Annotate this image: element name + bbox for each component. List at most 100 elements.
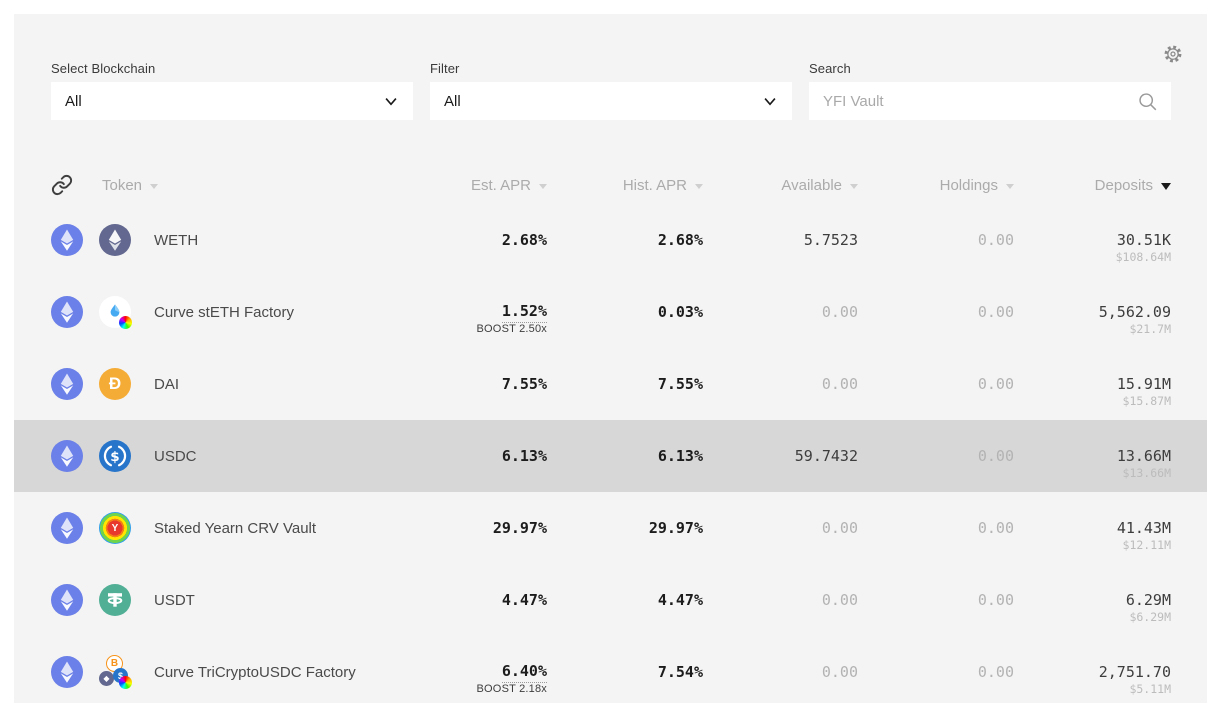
usdc-token-icon: $ bbox=[99, 440, 131, 472]
token-cell: $ USDC bbox=[51, 440, 427, 472]
search-field[interactable] bbox=[809, 82, 1171, 120]
holdings-value: 0.00 bbox=[977, 303, 1014, 321]
token-name: Curve TriCryptoUSDC Factory bbox=[154, 663, 356, 681]
sort-arrow-icon bbox=[1006, 183, 1014, 189]
token-name: USDT bbox=[154, 591, 195, 609]
deposits-usd-value: $5.11M bbox=[1129, 682, 1171, 696]
deposits-cell: 13.66M $13.66M bbox=[1014, 447, 1171, 480]
est-apr-cell: 1.52% BOOST 2.50x bbox=[427, 302, 547, 335]
deposits-cell: 6.29M $6.29M bbox=[1014, 591, 1171, 624]
column-header-available[interactable]: Available bbox=[703, 177, 858, 194]
vault-row-usdc[interactable]: $ USDC 6.13% 6.13% 59.7432 0.00 13.66M $… bbox=[14, 420, 1207, 492]
holdings-value: 0.00 bbox=[977, 375, 1014, 393]
svg-text:$: $ bbox=[110, 449, 119, 465]
ethereum-chain-icon bbox=[51, 656, 83, 688]
available-value: 0.00 bbox=[821, 663, 858, 681]
deposits-usd-value: $12.11M bbox=[1122, 538, 1171, 552]
vault-row-dai[interactable]: Đ DAI 7.55% 7.55% 0.00 0.00 15.91M $15.8… bbox=[14, 348, 1207, 420]
deposits-cell: 41.43M $12.11M bbox=[1014, 519, 1171, 552]
est-apr-value: 6.40% bbox=[501, 662, 547, 683]
sort-arrow-icon bbox=[539, 183, 547, 189]
btc-mini-icon: B bbox=[106, 655, 123, 672]
vault-row-staked-yearn-crv[interactable]: Y Staked Yearn CRV Vault 29.97% 29.97% 0… bbox=[14, 492, 1207, 564]
eth-mini-icon: ◆ bbox=[99, 671, 114, 686]
usdt-token-icon bbox=[99, 584, 131, 616]
sort-arrow-active-icon bbox=[1161, 182, 1171, 190]
est-apr-value: 7.55% bbox=[501, 375, 547, 393]
deposits-usd-value: $21.7M bbox=[1129, 322, 1171, 336]
ethereum-chain-icon bbox=[51, 368, 83, 400]
vault-list-panel: Select Blockchain All Filter All Search bbox=[14, 14, 1207, 703]
est-apr-cell: 6.40% BOOST 2.18x bbox=[427, 662, 547, 695]
token-name: Curve stETH Factory bbox=[154, 303, 295, 321]
curve-logo-icon bbox=[119, 676, 132, 689]
sort-arrow-icon bbox=[850, 183, 858, 189]
search-input[interactable] bbox=[823, 92, 1137, 110]
column-header-deposits[interactable]: Deposits bbox=[1014, 177, 1171, 194]
vault-row-usdt[interactable]: USDT 4.47% 4.47% 0.00 0.00 6.29M $6.29M bbox=[14, 564, 1207, 636]
deposits-cell: 30.51K $108.64M bbox=[1014, 231, 1171, 264]
holdings-value: 0.00 bbox=[977, 447, 1014, 465]
filter-selected-value: All bbox=[444, 92, 461, 110]
token-name: WETH bbox=[154, 231, 199, 249]
token-cell: Curve stETH Factory bbox=[51, 296, 427, 329]
curve-logo-icon bbox=[119, 316, 132, 329]
token-name: DAI bbox=[154, 375, 180, 393]
deposits-usd-value: $13.66M bbox=[1122, 466, 1171, 480]
ethereum-chain-icon bbox=[51, 512, 83, 544]
available-value: 0.00 bbox=[821, 303, 858, 321]
header-label-holdings: Holdings bbox=[939, 176, 998, 194]
deposits-value: 41.43M bbox=[1116, 519, 1171, 537]
blockchain-select[interactable]: All bbox=[51, 82, 413, 120]
chain-link-icon bbox=[51, 174, 73, 196]
ethereum-chain-icon bbox=[51, 584, 83, 616]
vault-row-curve-steth-factory[interactable]: Curve stETH Factory 1.52% BOOST 2.50x 0.… bbox=[14, 276, 1207, 348]
available-value: 5.7523 bbox=[803, 231, 858, 249]
tricrypto-token-icon: ◆ B $ bbox=[99, 655, 132, 689]
deposits-value: 15.91M bbox=[1116, 375, 1171, 393]
hist-apr-value: 0.03% bbox=[657, 303, 703, 321]
column-header-hist-apr[interactable]: Hist. APR bbox=[547, 177, 703, 194]
blockchain-control: Select Blockchain All bbox=[51, 61, 413, 120]
gear-icon bbox=[1164, 45, 1182, 63]
hist-apr-value: 6.13% bbox=[657, 447, 703, 465]
hist-apr-value: 7.54% bbox=[657, 663, 703, 681]
steth-token-icon bbox=[99, 296, 132, 329]
deposits-value: 6.29M bbox=[1125, 591, 1171, 609]
chevron-down-icon bbox=[764, 98, 776, 106]
dai-token-icon: Đ bbox=[99, 368, 131, 400]
settings-gear-icon[interactable] bbox=[1163, 44, 1183, 64]
search-label: Search bbox=[809, 61, 851, 76]
column-header-est-apr[interactable]: Est. APR bbox=[427, 177, 547, 194]
magnifier-icon bbox=[1139, 92, 1157, 110]
token-name: USDC bbox=[154, 447, 197, 465]
search-control: Search bbox=[809, 61, 1171, 120]
token-cell: Y Staked Yearn CRV Vault bbox=[51, 512, 427, 544]
column-header-token[interactable]: Token bbox=[51, 174, 427, 196]
holdings-value: 0.00 bbox=[977, 663, 1014, 681]
deposits-value: 30.51K bbox=[1116, 231, 1171, 249]
deposits-cell: 2,751.70 $5.11M bbox=[1014, 663, 1171, 696]
holdings-value: 0.00 bbox=[977, 231, 1014, 249]
est-apr-value: 1.52% bbox=[501, 302, 547, 323]
boost-label: BOOST 2.18x bbox=[476, 683, 547, 695]
filter-select[interactable]: All bbox=[430, 82, 792, 120]
deposits-value: 13.66M bbox=[1116, 447, 1171, 465]
est-apr-value: 4.47% bbox=[501, 591, 547, 609]
sort-arrow-icon bbox=[150, 183, 159, 189]
sort-arrow-icon bbox=[695, 183, 703, 189]
token-cell: USDT bbox=[51, 584, 427, 616]
ethereum-chain-icon bbox=[51, 296, 83, 328]
header-label-hist-apr: Hist. APR bbox=[622, 176, 687, 194]
header-label-est-apr: Est. APR bbox=[470, 176, 531, 194]
token-name: Staked Yearn CRV Vault bbox=[154, 519, 317, 537]
vault-row-curve-tricryptousdc-factory[interactable]: ◆ B $ Curve TriCryptoUSDC Factory 6.40% … bbox=[14, 636, 1207, 708]
available-value: 0.00 bbox=[821, 591, 858, 609]
hist-apr-value: 4.47% bbox=[657, 591, 703, 609]
vault-row-weth[interactable]: WETH 2.68% 2.68% 5.7523 0.00 30.51K $108… bbox=[14, 204, 1207, 276]
header-label-deposits: Deposits bbox=[1094, 176, 1153, 194]
available-value: 59.7432 bbox=[794, 447, 858, 465]
deposits-usd-value: $6.29M bbox=[1129, 610, 1171, 624]
deposits-cell: 5,562.09 $21.7M bbox=[1014, 303, 1171, 336]
column-header-holdings[interactable]: Holdings bbox=[858, 177, 1014, 194]
